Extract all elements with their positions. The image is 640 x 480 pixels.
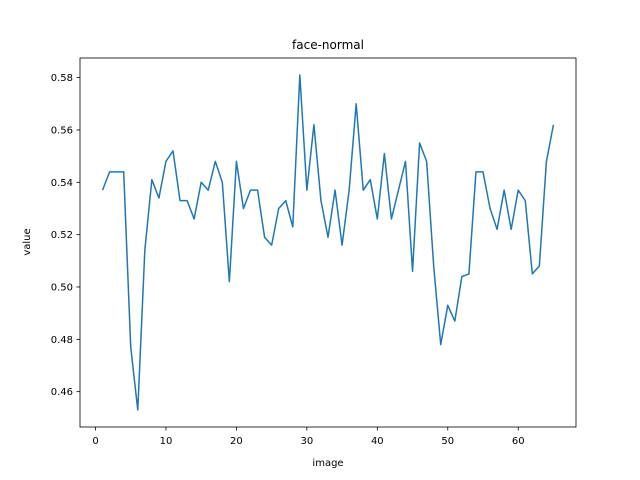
x-tick-label: 30 (300, 436, 313, 447)
y-axis-label: value (22, 228, 33, 255)
y-tick-label: 0.52 (51, 230, 73, 241)
plot-area (101, 74, 555, 411)
x-tick-label: 50 (441, 436, 454, 447)
x-tick-label: 0 (92, 436, 98, 447)
x-axis: 0 10 20 30 40 50 60 (92, 427, 525, 447)
axes-frame (79, 57, 577, 428)
y-tick-label: 0.54 (51, 178, 73, 189)
y-tick-label: 0.56 (51, 125, 73, 136)
series-line-0 (101, 74, 555, 411)
chart-title: face-normal (292, 38, 364, 52)
x-tick-label: 20 (230, 436, 243, 447)
x-tick-label: 60 (512, 436, 525, 447)
x-tick-label: 10 (160, 436, 173, 447)
y-tick-label: 0.46 (51, 387, 73, 398)
y-tick-label: 0.48 (51, 335, 73, 346)
y-tick-label: 0.58 (51, 73, 73, 84)
x-axis-label: image (312, 458, 343, 469)
y-tick-label: 0.50 (51, 282, 73, 293)
x-tick-label: 40 (371, 436, 384, 447)
y-axis: 0.46 0.48 0.50 0.52 0.54 0.56 0.58 (51, 73, 80, 398)
